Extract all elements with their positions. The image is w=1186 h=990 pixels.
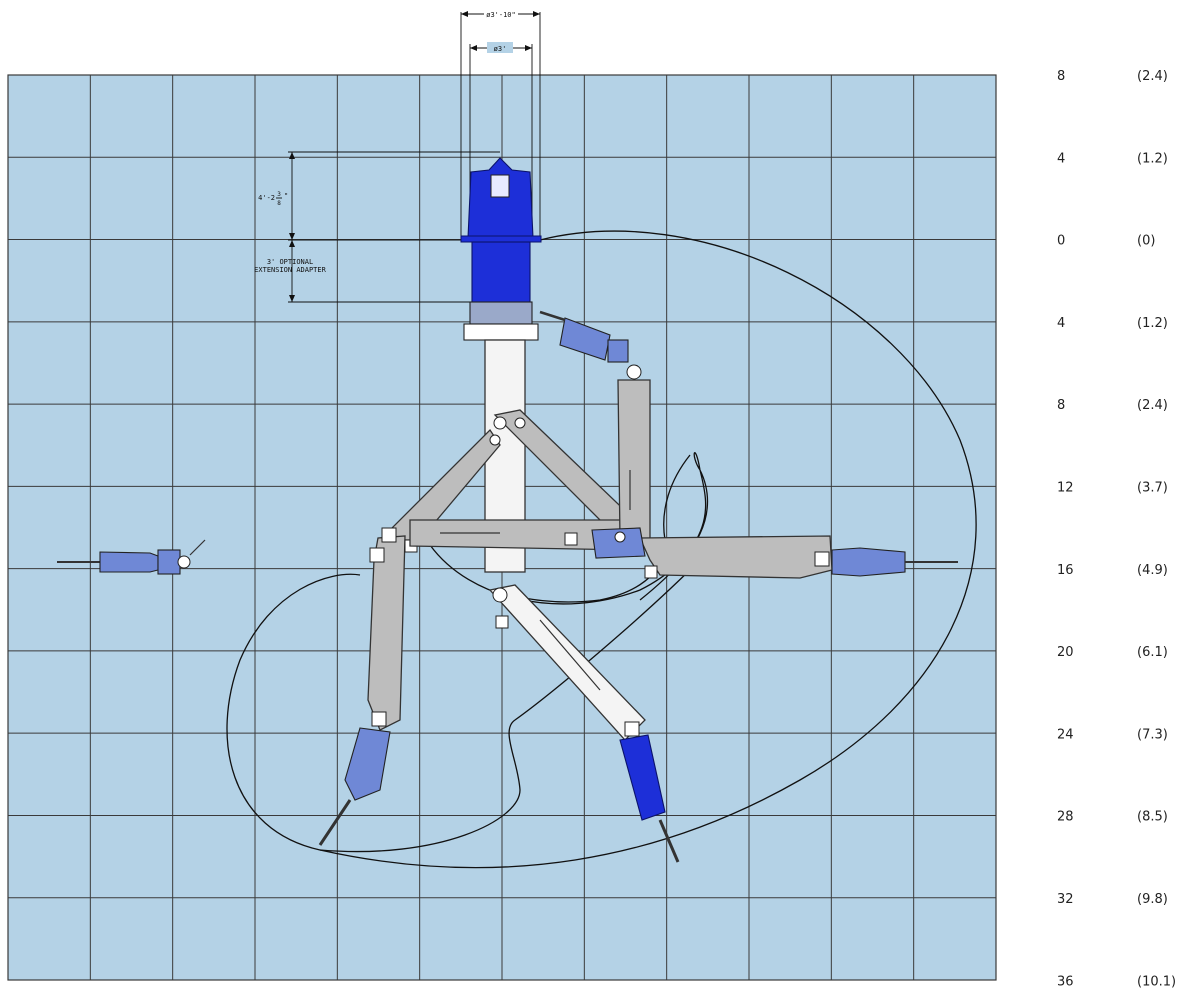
left-lower-boom	[367, 535, 406, 731]
extension-adapter	[471, 241, 531, 305]
reach-envelope	[226, 230, 977, 869]
scale-meters-label: (1.2)	[1137, 316, 1168, 331]
scale-column: 8 (2.4) 4 (1.2) 0 (0) 4 (1.2) 8 (2.4) 12 (3.7) 16 (4.…	[1057, 69, 1176, 989]
slew-ring	[469, 301, 533, 325]
scale-feet-label: 28	[1057, 810, 1074, 825]
height-inch-mark: "	[284, 192, 288, 200]
outer-envelope-curve	[226, 230, 977, 869]
pedestal-flange	[460, 235, 542, 243]
boom-positions	[57, 310, 958, 863]
scale-feet-label: 32	[1057, 892, 1074, 907]
right-extended-hammer	[814, 547, 958, 577]
right-vertical-boom	[617, 379, 651, 541]
center-down-hammer	[619, 721, 680, 863]
scale-meters-label: (4.9)	[1137, 563, 1168, 578]
scale-meters-label: (7.3)	[1137, 727, 1168, 742]
scale-meters-label: (8.5)	[1137, 810, 1168, 825]
left-down-hammer	[318, 711, 391, 846]
height-fraction-den: 8	[277, 200, 281, 207]
grid-lines	[8, 75, 996, 980]
left-extended-hammer	[57, 539, 206, 575]
adapter-label-line1: 3' OPTIONAL	[267, 258, 313, 266]
scale-meters-label: (2.4)	[1137, 69, 1168, 84]
base-plate	[463, 323, 539, 341]
scale-feet-label: 4	[1057, 316, 1065, 331]
inner-envelope-curve	[429, 452, 709, 605]
scale-feet-label: 24	[1057, 727, 1074, 742]
outer-diameter-label: ø3'-10"	[486, 11, 516, 19]
scale-meters-label: (2.4)	[1137, 398, 1168, 413]
scale-meters-label: (3.7)	[1137, 481, 1168, 496]
scale-feet-label: 0	[1057, 234, 1065, 249]
scale-feet-label: 20	[1057, 645, 1074, 660]
dimension-annotations: ø3'-10" ø3' 4'-2 3 8 " 3' OPTIONAL EXTEN…	[254, 8, 541, 303]
scale-meters-label: (6.1)	[1137, 645, 1168, 660]
top-right-hammer	[539, 310, 629, 363]
scale-feet-label: 4	[1057, 151, 1065, 166]
inner-diameter-label: ø3'	[494, 45, 507, 53]
scale-meters-label: (10.1)	[1137, 974, 1176, 989]
adapter-label-line2: EXTENSION ADAPTER	[254, 266, 326, 274]
height-fraction-num: 3	[277, 191, 281, 198]
scale-meters-label: (9.8)	[1137, 892, 1168, 907]
scale-feet-label: 36	[1057, 974, 1074, 989]
scale-meters-label: (1.2)	[1137, 151, 1168, 166]
scale-meters-label: (0)	[1137, 234, 1155, 249]
right-horizontal-boom	[638, 535, 833, 579]
height-label: 4'-2	[258, 194, 275, 202]
middle-hammer	[564, 527, 646, 559]
scale-feet-label: 8	[1057, 69, 1065, 84]
scale-feet-label: 16	[1057, 563, 1074, 578]
lower-envelope-curve	[319, 559, 701, 853]
scale-feet-label: 8	[1057, 398, 1065, 413]
lower-white-boom	[488, 584, 646, 741]
scale-feet-label: 12	[1057, 481, 1074, 496]
